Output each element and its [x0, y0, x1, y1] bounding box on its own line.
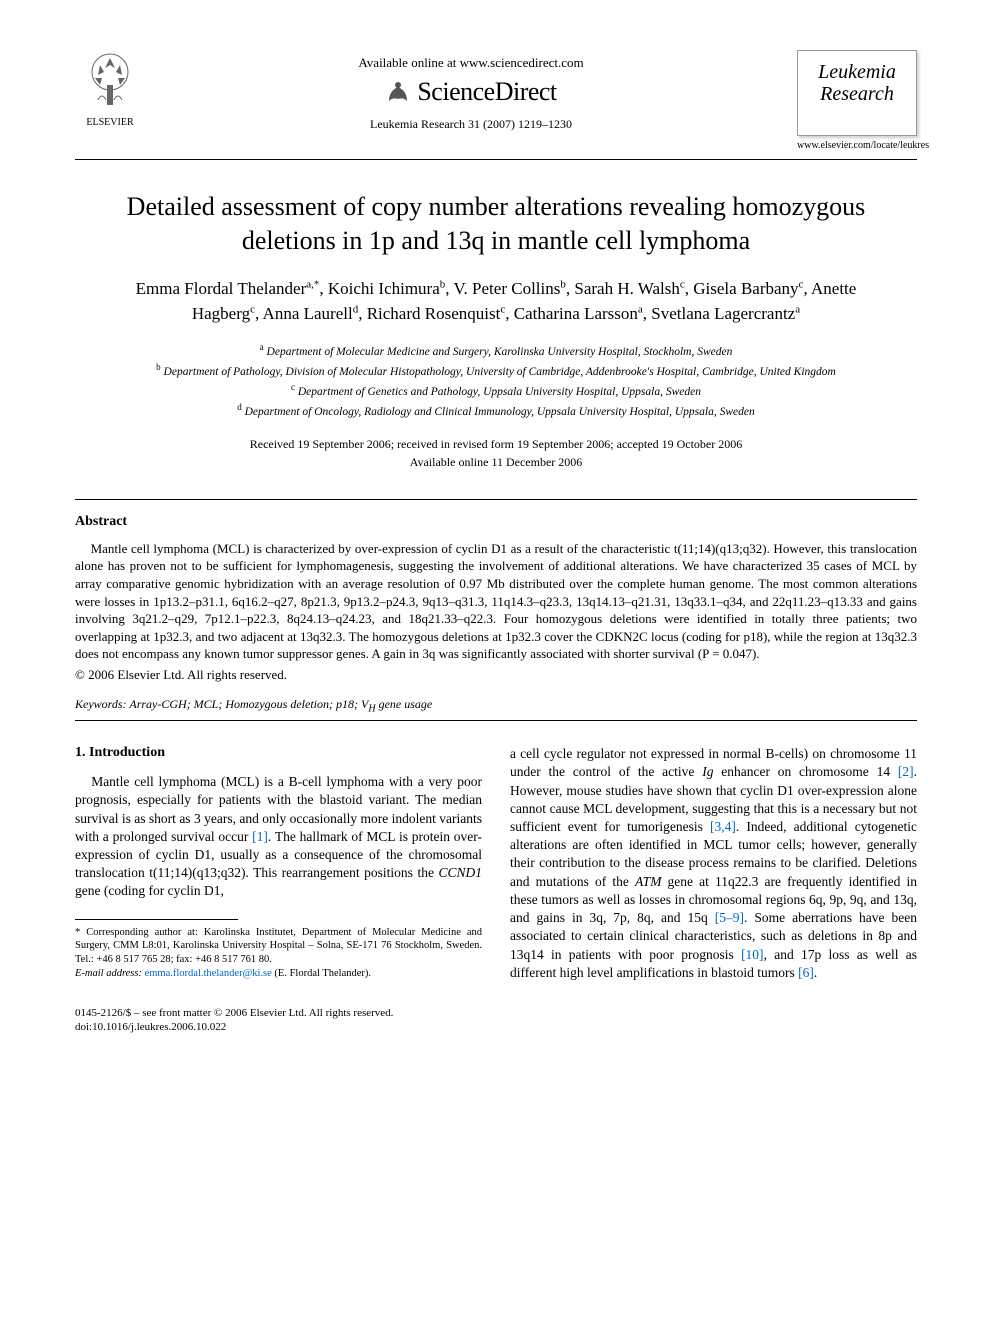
- available-online-text: Available online at www.sciencedirect.co…: [145, 55, 797, 71]
- sciencedirect-logo: ScienceDirect: [145, 77, 797, 107]
- intro-para-right: a cell cycle regulator not expressed in …: [510, 745, 917, 982]
- journal-name-line2: Research: [804, 83, 910, 105]
- keywords-values: Array-CGH; MCL; Homozygous deletion; p18…: [129, 697, 432, 711]
- article-dates: Received 19 September 2006; received in …: [75, 435, 917, 471]
- center-header: Available online at www.sciencedirect.co…: [145, 50, 797, 132]
- abstract-copyright: © 2006 Elsevier Ltd. All rights reserved…: [75, 667, 917, 683]
- footnote-text: * Corresponding author at: Karolinska In…: [75, 927, 482, 965]
- abstract-bottom-divider: [75, 720, 917, 721]
- article-title: Detailed assessment of copy number alter…: [75, 190, 917, 258]
- journal-cover: Leukemia Research www.elsevier.com/locat…: [797, 50, 917, 151]
- elsevier-logo: ELSEVIER: [75, 50, 145, 128]
- body-columns: 1. Introduction Mantle cell lymphoma (MC…: [75, 745, 917, 982]
- keywords-label: Keywords:: [75, 697, 127, 711]
- intro-heading: 1. Introduction: [75, 745, 482, 761]
- header-divider: [75, 159, 917, 160]
- email-label: E-mail address:: [75, 968, 142, 979]
- sciencedirect-icon: [385, 79, 411, 105]
- abstract-top-divider: [75, 499, 917, 500]
- page-header: ELSEVIER Available online at www.science…: [75, 50, 917, 151]
- email-suffix: (E. Flordal Thelander).: [274, 968, 371, 979]
- left-column: 1. Introduction Mantle cell lymphoma (MC…: [75, 745, 482, 982]
- sciencedirect-text: ScienceDirect: [417, 77, 556, 107]
- abstract-text: Mantle cell lymphoma (MCL) is characteri…: [75, 540, 917, 663]
- journal-url: www.elsevier.com/locate/leukres: [797, 140, 917, 151]
- corresponding-footnote: * Corresponding author at: Karolinska In…: [75, 926, 482, 967]
- keywords-line: Keywords: Array-CGH; MCL; Homozygous del…: [75, 697, 917, 714]
- abstract-heading: Abstract: [75, 514, 917, 530]
- citation-line: Leukemia Research 31 (2007) 1219–1230: [145, 117, 797, 132]
- intro-para-left: Mantle cell lymphoma (MCL) is a B-cell l…: [75, 773, 482, 901]
- dates-available: Available online 11 December 2006: [75, 453, 917, 471]
- right-column: a cell cycle regulator not expressed in …: [510, 745, 917, 982]
- footer-doi: doi:10.1016/j.leukres.2006.10.022: [75, 1020, 917, 1034]
- dates-received: Received 19 September 2006; received in …: [75, 435, 917, 453]
- journal-name-line1: Leukemia: [804, 61, 910, 83]
- page-footer: 0145-2126/$ – see front matter © 2006 El…: [75, 1006, 917, 1035]
- authors-list: Emma Flordal Thelandera,*, Koichi Ichimu…: [75, 276, 917, 327]
- affiliations: a Department of Molecular Medicine and S…: [75, 341, 917, 421]
- email-link[interactable]: emma.flordal.thelander@ki.se: [145, 968, 272, 979]
- elsevier-tree-icon: [80, 50, 140, 110]
- journal-title-box: Leukemia Research: [797, 50, 917, 136]
- email-footnote: E-mail address: emma.flordal.thelander@k…: [75, 967, 482, 981]
- footnote-divider: [75, 919, 238, 920]
- elsevier-text: ELSEVIER: [75, 117, 145, 128]
- footer-issn: 0145-2126/$ – see front matter © 2006 El…: [75, 1006, 917, 1020]
